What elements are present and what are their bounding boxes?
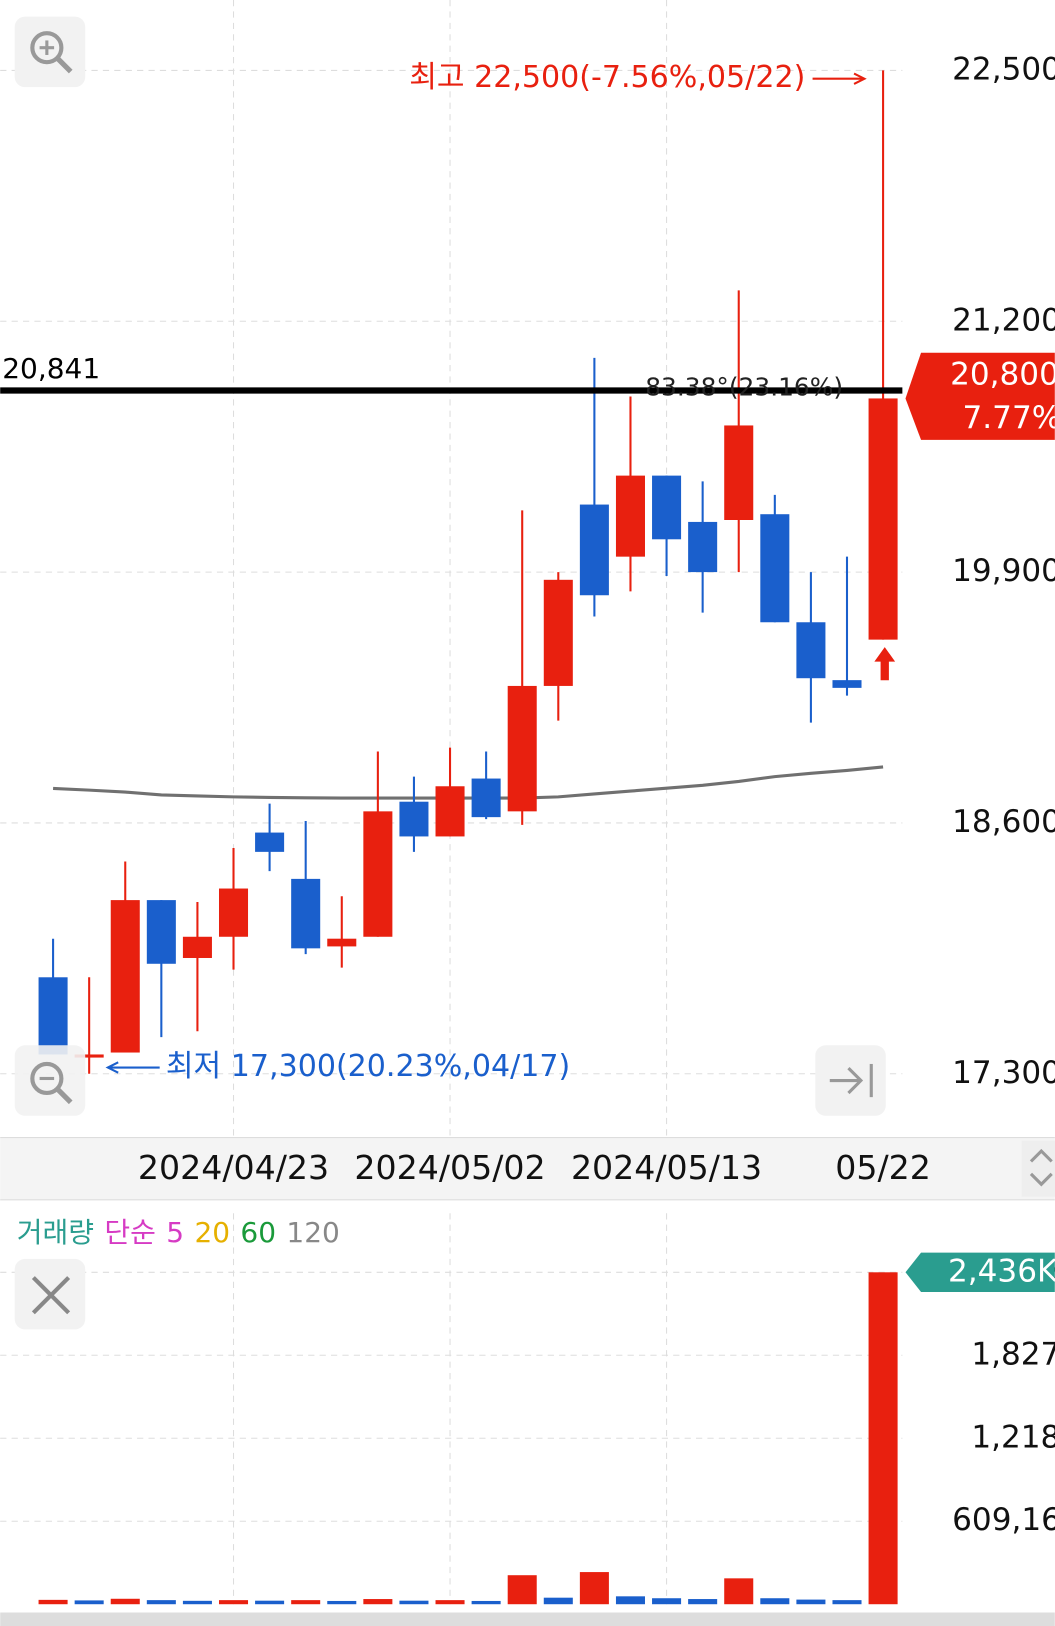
volume-bar: [110, 1598, 140, 1605]
volume-bar: [38, 1599, 68, 1605]
high-annotation: 최고 22,500(-7.56%,05/22): [409, 60, 805, 95]
candle-body: [182, 936, 212, 958]
candle-body: [327, 938, 357, 947]
candle-body: [832, 680, 862, 688]
candle-body: [146, 900, 176, 964]
candle-body: [363, 811, 393, 937]
scrollbar[interactable]: [0, 1612, 1055, 1626]
candle-body: [579, 504, 609, 596]
volume-legend-item: 단순: [104, 1216, 156, 1249]
annotation-arrow-head: [105, 1061, 119, 1074]
y-tick-label: 22,500: [952, 51, 1055, 87]
volume-last-label: 2,436K: [948, 1253, 1055, 1289]
x-tick-label: 05/22: [835, 1148, 931, 1187]
candle-body: [255, 832, 285, 852]
volume-bar: [507, 1575, 537, 1605]
volume-bar: [796, 1599, 826, 1605]
x-tick-label: 2024/05/02: [354, 1148, 545, 1187]
angle-label: 83.38°(23.16%): [645, 372, 843, 401]
low-annotation: 최저 17,300(20.23%,04/17): [166, 1049, 570, 1084]
candle-body: [471, 778, 501, 818]
last-price-tag: [905, 352, 1055, 440]
candle-body: [724, 425, 754, 520]
x-tick-label: 2024/04/23: [138, 1148, 329, 1187]
volume-bar: [146, 1600, 176, 1605]
candle-body: [218, 888, 249, 937]
volume-bar: [291, 1600, 321, 1605]
volume-legend-item: 60: [240, 1216, 276, 1249]
candle-body: [435, 786, 465, 837]
horizontal-line-label: 20,841: [2, 352, 100, 385]
volume-bar: [363, 1599, 393, 1605]
y-tick-label: 17,300: [952, 1055, 1055, 1091]
last-change-label: 7.77%: [963, 400, 1055, 436]
volume-bar: [579, 1572, 609, 1605]
volume-bar: [327, 1600, 357, 1605]
volume-bar: [832, 1600, 862, 1605]
candle-body: [38, 977, 68, 1055]
candle-body: [688, 521, 718, 573]
candle-body: [543, 579, 573, 686]
candle-body: [399, 801, 429, 837]
volume-legend-item: 20: [194, 1216, 230, 1249]
volume-bar: [868, 1272, 898, 1605]
x-tick-label: 2024/05/13: [571, 1148, 762, 1187]
x-axis-strip: [0, 1137, 1055, 1200]
volume-bar: [471, 1600, 501, 1605]
volume-bar: [543, 1597, 573, 1605]
volume-bar: [182, 1600, 212, 1605]
volume-bar: [652, 1598, 682, 1605]
annotation-arrow-head: [853, 72, 867, 85]
last-price-label: 20,800: [950, 357, 1055, 393]
jump-to-end-button[interactable]: [815, 1045, 886, 1116]
volume-bar: [760, 1598, 790, 1605]
candle-body: [796, 622, 826, 679]
candle-body: [868, 398, 898, 640]
candle-body: [507, 685, 537, 812]
volume-bar: [615, 1596, 645, 1605]
y-tick-label: 21,200: [952, 302, 1055, 338]
volume-legend-item: 거래량: [17, 1216, 94, 1249]
candle-body: [652, 475, 682, 540]
candle-body: [615, 475, 645, 557]
volume-bar: [724, 1578, 754, 1605]
volume-bar: [255, 1600, 285, 1605]
candle-body: [74, 1054, 104, 1058]
y-tick-label: 19,900: [952, 553, 1055, 589]
volume-bar: [399, 1600, 429, 1605]
volume-tick-label: 1,218K: [971, 1419, 1055, 1455]
rise-arrow: [874, 647, 896, 681]
volume-bar: [688, 1599, 718, 1605]
candle-body: [760, 514, 790, 623]
zoom-out-button[interactable]: [14, 1045, 86, 1116]
panel-resize-button[interactable]: [1021, 1140, 1055, 1197]
volume-tick-label: 1,827K: [971, 1336, 1055, 1372]
volume-legend-item: 120: [286, 1216, 339, 1249]
zoom-in-button[interactable]: [14, 16, 86, 88]
close-indicator-button[interactable]: [14, 1258, 86, 1330]
volume-bar: [218, 1600, 249, 1605]
candle-body: [110, 900, 140, 1053]
candle-body: [291, 878, 321, 949]
volume-last-tag: [905, 1252, 1055, 1293]
volume-bar: [435, 1600, 465, 1605]
volume-bar: [74, 1600, 104, 1605]
volume-legend-item: 5: [166, 1216, 184, 1249]
y-tick-label: 18,600: [952, 804, 1055, 840]
moving-average-line: [53, 765, 884, 800]
volume-tick-label: 609,167: [952, 1502, 1055, 1538]
